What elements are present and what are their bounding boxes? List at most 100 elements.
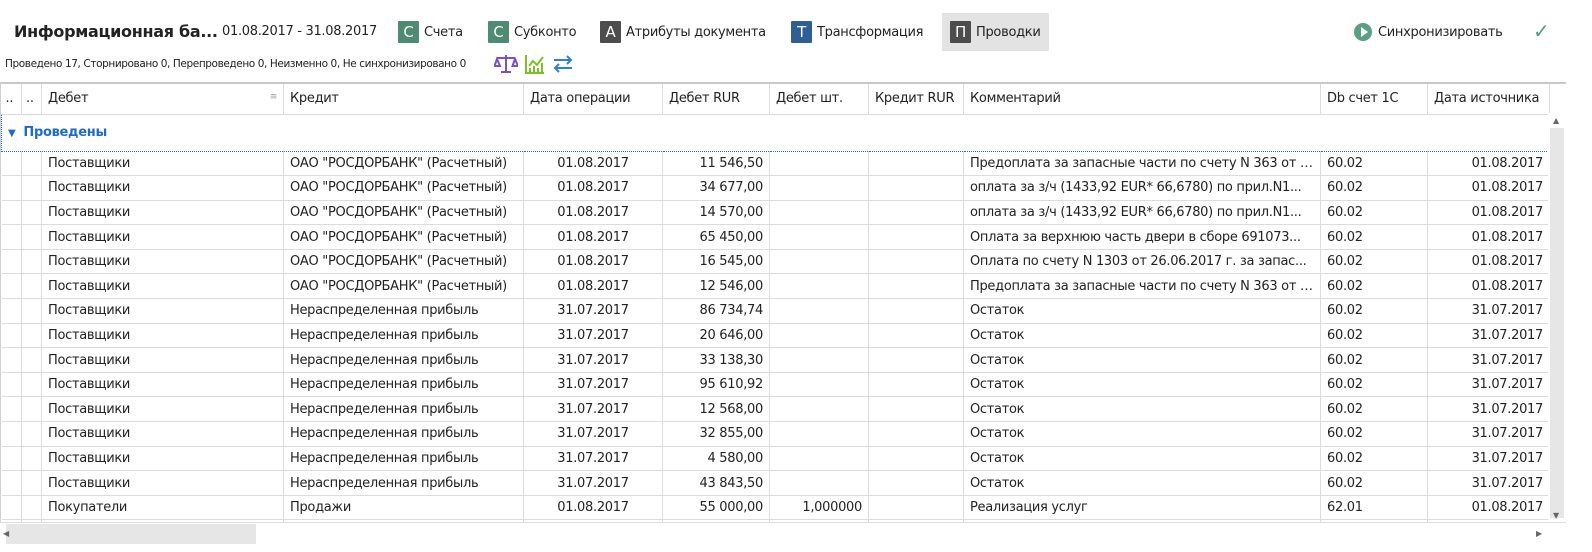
cell: Поставщики (41, 347, 284, 373)
group-cell[interactable]: ▼ Проведены (1, 113, 1550, 152)
tab-label: Атрибуты документа (626, 24, 766, 40)
column-header[interactable]: Дебет ≡ (41, 84, 284, 115)
cell: 60.02 (1320, 224, 1428, 250)
cell (868, 347, 964, 373)
tab-0[interactable]: С Счета (390, 13, 471, 51)
column-header[interactable]: .. (1, 84, 22, 115)
tab-2[interactable]: А Атрибуты документа (592, 13, 774, 51)
cell: 60.02 (1320, 446, 1428, 472)
table-row[interactable]: Поставщики Нераспределенная прибыль 31.07.… (1, 298, 1550, 324)
status-summary: Проведено 17, Сторнировано 0, Перепровед… (5, 58, 466, 70)
chart-icon[interactable] (524, 53, 546, 75)
horizontal-scrollbar[interactable] (0, 522, 1566, 535)
cell (21, 446, 42, 472)
scroll-up-arrow[interactable]: ▲ (1553, 116, 1560, 125)
cell: 20 646,00 (662, 323, 770, 349)
cell (21, 200, 42, 226)
cell: Нераспределенная прибыль (283, 470, 524, 496)
cell: 31.07.2017 (523, 470, 663, 496)
cell: 01.08.2017 (523, 175, 663, 201)
cell (868, 224, 964, 250)
column-header-label: Дебет (48, 91, 89, 107)
cell: 31.07.2017 (523, 396, 663, 423)
period-label: 01.08.2017 - 31.08.2017 (222, 24, 377, 39)
column-header[interactable]: Комментарий (963, 84, 1321, 115)
table-row[interactable]: Поставщики ОАО "РОСДОРБАНК" (Расчетный) 01… (1, 249, 1550, 275)
column-header[interactable]: Дебет шт. (769, 84, 869, 115)
cell: 60.02 (1320, 372, 1428, 398)
cell (769, 200, 869, 226)
cell (21, 249, 42, 275)
tab-4[interactable]: П Проводки (942, 13, 1049, 51)
column-header[interactable]: Дата операции (523, 84, 663, 115)
cell: ОАО "РОСДОРБАНК" (Расчетный) (283, 151, 524, 177)
cell: Поставщики (41, 470, 284, 496)
cell: 60.02 (1320, 151, 1428, 177)
cell: Нераспределенная прибыль (283, 323, 524, 349)
vertical-scroll-thumb[interactable] (1550, 128, 1564, 518)
table-row[interactable]: Поставщики Нераспределенная прибыль 31.07.… (1, 396, 1550, 423)
scroll-down-arrow[interactable]: ▼ (1553, 511, 1560, 520)
column-header[interactable]: Дебет RUR (662, 84, 770, 115)
check-icon[interactable]: ✓ (1533, 19, 1550, 43)
cell: Остаток (963, 323, 1321, 349)
cell: ОАО "РОСДОРБАНК" (Расчетный) (283, 224, 524, 250)
swap-arrows-icon[interactable] (552, 53, 574, 75)
cell: Остаток (963, 470, 1321, 496)
tab-3[interactable]: Т Трансформация (783, 13, 931, 51)
cell (868, 323, 964, 349)
column-header-label: Кредит RUR (875, 91, 955, 107)
column-header[interactable]: .. (21, 84, 42, 115)
column-header[interactable]: Кредит RUR (868, 84, 964, 115)
cell (769, 396, 869, 423)
filter-icon[interactable]: ≡ (269, 92, 278, 102)
cell: 01.08.2017 (523, 495, 663, 521)
cell: 33 138,30 (662, 347, 770, 373)
table-row[interactable]: Поставщики ОАО "РОСДОРБАНК" (Расчетный) 01… (1, 273, 1550, 300)
scroll-left-arrow[interactable]: ◀ (3, 529, 10, 538)
cell (868, 273, 964, 300)
cell: Поставщики (41, 200, 284, 226)
cell: Остаток (963, 421, 1321, 447)
table-row[interactable]: Поставщики Нераспределенная прибыль 31.07.… (1, 323, 1550, 349)
horizontal-scroll-thumb[interactable] (6, 524, 256, 544)
cell: Предоплата за запасные части по счету N … (963, 273, 1321, 300)
table-row[interactable]: Поставщики ОАО "РОСДОРБАНК" (Расчетный) 01… (1, 175, 1550, 201)
table-row[interactable]: Поставщики Нераспределенная прибыль 31.07.… (1, 372, 1550, 398)
chevron-down-icon[interactable]: ▼ (8, 128, 16, 139)
cell: 60.02 (1320, 273, 1428, 300)
table-row[interactable]: Поставщики Нераспределенная прибыль 31.07.… (1, 446, 1550, 472)
cell: 31.07.2017 (523, 446, 663, 472)
table-row[interactable]: Поставщики ОАО "РОСДОРБАНК" (Расчетный) 01… (1, 224, 1550, 250)
cell (868, 495, 964, 521)
cell: 60.02 (1320, 200, 1428, 226)
scroll-right-arrow[interactable]: ▶ (1536, 529, 1543, 538)
sync-button[interactable]: Синхронизировать (1354, 13, 1503, 51)
cell (769, 151, 869, 177)
table-row[interactable]: Поставщики Нераспределенная прибыль 31.07.… (1, 470, 1550, 496)
tab-badge: П (950, 21, 971, 43)
cell: Поставщики (41, 224, 284, 250)
cell (868, 372, 964, 398)
table-row[interactable]: Поставщики ОАО "РОСДОРБАНК" (Расчетный) 01… (1, 151, 1550, 177)
cell: Остаток (963, 372, 1321, 398)
table-row[interactable]: Поставщики Нераспределенная прибыль 31.07.… (1, 347, 1550, 373)
cell: Нераспределенная прибыль (283, 347, 524, 373)
cell: Остаток (963, 298, 1321, 324)
column-header[interactable]: Кредит (283, 84, 524, 115)
cell: 31.07.2017 (523, 298, 663, 324)
cell: 1,000000 (769, 495, 869, 521)
table-row[interactable]: Покупатели Продажи 01.08.2017 55 000,00 1,00… (1, 495, 1550, 521)
cell (868, 446, 964, 472)
table-row[interactable]: Поставщики Нераспределенная прибыль 31.07.… (1, 421, 1550, 447)
cell: Поставщики (41, 273, 284, 300)
table-row[interactable]: Поставщики ОАО "РОСДОРБАНК" (Расчетный) 01… (1, 200, 1550, 226)
cell (769, 372, 869, 398)
group-row[interactable]: ▼ Проведены (1, 113, 1550, 152)
scales-icon[interactable] (494, 53, 518, 75)
column-header[interactable]: Дата источника (1427, 84, 1550, 115)
cell (769, 298, 869, 324)
tab-1[interactable]: С Субконто (480, 13, 584, 51)
cell: 01.08.2017 (1427, 249, 1550, 275)
column-header[interactable]: Db счет 1С (1320, 84, 1428, 115)
